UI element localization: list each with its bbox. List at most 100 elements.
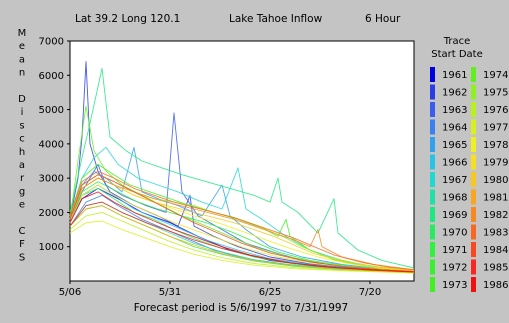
legend-label-1985: 1985 xyxy=(483,263,508,274)
legend-swatch-1971 xyxy=(430,242,435,257)
legend-label-1972: 1972 xyxy=(442,263,467,274)
x-tick-label: 5/31 xyxy=(159,287,181,298)
legend-swatch-1977 xyxy=(471,119,476,135)
y-tick-label: 2000 xyxy=(39,208,64,219)
legend-label-1962: 1962 xyxy=(442,88,467,99)
legend-label-1986: 1986 xyxy=(483,280,508,291)
legend-title-line1: Trace xyxy=(443,36,471,47)
legend-swatch-1962 xyxy=(430,84,435,100)
legend-label-1982: 1982 xyxy=(483,210,508,221)
legend: 1961 1962 1963 1964 1965 1966 1967 1968 1969 1970… xyxy=(430,67,508,292)
y-axis-label-letter: s xyxy=(19,120,24,131)
location-label: Lat 39.2 Long 120.1 xyxy=(75,13,180,25)
legend-swatch-1969 xyxy=(430,207,435,222)
legend-label-1977: 1977 xyxy=(483,123,508,134)
forecast-period-caption: Forecast period is 5/6/1997 to 7/31/1997 xyxy=(134,302,349,314)
legend-swatch-1984 xyxy=(471,242,476,257)
x-tick-label: 6/25 xyxy=(259,287,281,298)
legend-label-1981: 1981 xyxy=(483,193,508,204)
y-tick-label: 3000 xyxy=(39,174,64,185)
legend-label-1965: 1965 xyxy=(442,140,467,151)
series-line-1962 xyxy=(69,61,415,273)
y-axis-label-letter: h xyxy=(19,147,25,158)
legend-swatch-1980 xyxy=(471,172,476,187)
y-axis-label-letter: M xyxy=(18,28,27,39)
legend-swatch-1961 xyxy=(430,67,435,82)
legend-label-1968: 1968 xyxy=(442,193,467,204)
legend-swatch-1983 xyxy=(471,224,476,240)
y-tick-label: 6000 xyxy=(39,71,64,82)
y-axis-label-letter: a xyxy=(19,160,25,171)
interval-label: 6 Hour xyxy=(365,13,401,25)
legend-swatch-1979 xyxy=(471,154,476,170)
series-line-1981 xyxy=(69,205,415,273)
legend-swatch-1966 xyxy=(430,154,435,170)
legend-label-1980: 1980 xyxy=(483,175,508,186)
series-line-1976 xyxy=(69,211,415,274)
legend-swatch-1968 xyxy=(430,189,435,205)
legend-swatch-1986 xyxy=(471,277,476,292)
y-tick-label: 7000 xyxy=(39,37,64,48)
series-line-1982 xyxy=(69,177,415,271)
y-tick-label: 4000 xyxy=(39,139,64,150)
y-axis-label-letter: D xyxy=(18,94,26,105)
y-axis-label-letter: c xyxy=(19,134,25,145)
series-line-1971 xyxy=(69,181,415,272)
legend-label-1967: 1967 xyxy=(442,175,467,186)
y-axis-label-letter: a xyxy=(19,54,25,65)
y-axis-label-letter: n xyxy=(19,68,25,79)
legend-label-1974: 1974 xyxy=(483,70,508,81)
series-line-1986 xyxy=(69,191,415,273)
series-layer xyxy=(69,61,415,274)
legend-swatch-1965 xyxy=(430,137,435,152)
legend-swatch-1981 xyxy=(471,189,476,205)
legend-swatch-1972 xyxy=(430,259,435,275)
legend-swatch-1970 xyxy=(430,224,435,240)
legend-label-1971: 1971 xyxy=(442,245,467,256)
x-tick-label: 7/20 xyxy=(359,287,381,298)
y-axis-label-letter: F xyxy=(19,239,25,250)
series-line-1979 xyxy=(69,184,415,272)
y-axis: 1000 2000 3000 4000 5000 6000 7000 xyxy=(39,37,70,253)
legend-swatch-1982 xyxy=(471,207,476,222)
x-axis: 5/06 5/31 6/25 7/20 xyxy=(59,281,381,298)
series-line-1977 xyxy=(69,220,415,274)
series-line-1984 xyxy=(69,174,415,272)
legend-label-1976: 1976 xyxy=(483,105,508,116)
legend-swatch-1964 xyxy=(430,119,435,135)
legend-label-1961: 1961 xyxy=(442,70,467,81)
plot-area xyxy=(69,40,415,282)
legend-swatch-1967 xyxy=(430,172,435,187)
legend-swatch-1974 xyxy=(471,67,476,82)
y-axis-label-letter: e xyxy=(19,200,25,211)
legend-label-1970: 1970 xyxy=(442,228,467,239)
legend-swatch-1975 xyxy=(471,84,476,100)
legend-swatch-1985 xyxy=(471,259,476,275)
legend-label-1969: 1969 xyxy=(442,210,467,221)
series-line-1969 xyxy=(69,67,415,269)
legend-label-1973: 1973 xyxy=(442,280,467,291)
legend-swatch-1976 xyxy=(471,102,476,117)
y-axis-label-letter: C xyxy=(19,226,26,237)
legend-label-1966: 1966 xyxy=(442,158,467,169)
legend-label-1963: 1963 xyxy=(442,105,467,116)
legend-swatch-1973 xyxy=(430,277,435,292)
y-axis-label-letter: e xyxy=(19,41,25,52)
legend-swatch-1978 xyxy=(471,137,476,152)
legend-swatch-1963 xyxy=(430,102,435,117)
y-tick-label: 1000 xyxy=(39,242,64,253)
y-axis-label-letter: i xyxy=(21,107,24,118)
series-line-1983 xyxy=(69,170,415,271)
legend-label-1984: 1984 xyxy=(483,245,508,256)
series-line-1974 xyxy=(69,105,415,272)
legend-label-1979: 1979 xyxy=(483,158,508,169)
legend-label-1978: 1978 xyxy=(483,140,508,151)
y-axis-label-letter: g xyxy=(19,186,25,197)
legend-label-1983: 1983 xyxy=(483,228,508,239)
y-axis-label-letter: S xyxy=(19,252,25,263)
legend-title-line2: Start Date xyxy=(431,49,483,60)
x-tick-label: 5/06 xyxy=(59,287,81,298)
